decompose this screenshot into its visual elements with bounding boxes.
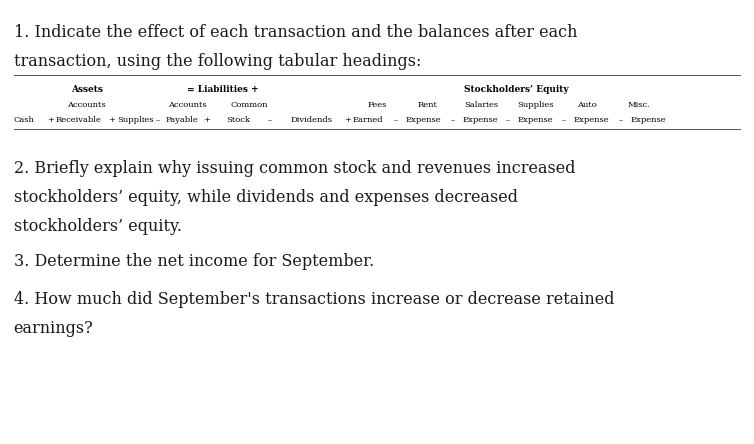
Text: +: + [109,116,115,124]
Text: Accounts: Accounts [167,101,207,109]
Text: Salaries: Salaries [464,101,498,109]
Text: +: + [47,116,54,124]
Text: +: + [345,116,351,124]
Text: –: – [450,116,455,124]
Text: Supplies: Supplies [118,116,154,124]
Text: 4. How much did September's transactions increase or decrease retained: 4. How much did September's transactions… [14,291,614,308]
Text: +: + [204,116,210,124]
Text: Stock: Stock [226,116,250,124]
Text: earnings?: earnings? [14,320,93,337]
Text: Expense: Expense [462,116,498,124]
Text: stockholders’ equity, while dividends and expenses decreased: stockholders’ equity, while dividends an… [14,189,517,206]
Text: –: – [618,116,623,124]
Text: Stockholders’ Equity: Stockholders’ Equity [464,85,569,94]
Text: = Liabilities +: = Liabilities + [187,85,258,94]
Text: transaction, using the following tabular headings:: transaction, using the following tabular… [14,53,421,70]
Text: stockholders’ equity.: stockholders’ equity. [14,218,182,234]
Text: –: – [268,116,272,124]
Text: Expense: Expense [406,116,441,124]
Text: Auto: Auto [577,101,596,109]
Text: Fees: Fees [367,101,387,109]
Text: Expense: Expense [517,116,553,124]
Text: –: – [156,116,161,124]
Text: Expense: Expense [574,116,609,124]
Text: Receivable: Receivable [55,116,101,124]
Text: –: – [505,116,510,124]
Text: 1. Indicate the effect of each transaction and the balances after each: 1. Indicate the effect of each transacti… [14,24,577,41]
Text: Accounts: Accounts [67,101,106,109]
Text: 3. Determine the net income for September.: 3. Determine the net income for Septembe… [14,253,374,270]
Text: –: – [562,116,566,124]
Text: Payable: Payable [166,116,198,124]
Text: 2. Briefly explain why issuing common stock and revenues increased: 2. Briefly explain why issuing common st… [14,160,575,177]
Text: Cash: Cash [14,116,35,124]
Text: Common: Common [230,101,268,109]
Text: Supplies: Supplies [517,101,553,109]
Text: Misc.: Misc. [628,101,651,109]
Text: Dividends: Dividends [290,116,333,124]
Text: Earned: Earned [353,116,384,124]
Text: Assets: Assets [71,85,103,94]
Text: –: – [394,116,398,124]
Text: Expense: Expense [630,116,666,124]
Text: Rent: Rent [418,101,437,109]
